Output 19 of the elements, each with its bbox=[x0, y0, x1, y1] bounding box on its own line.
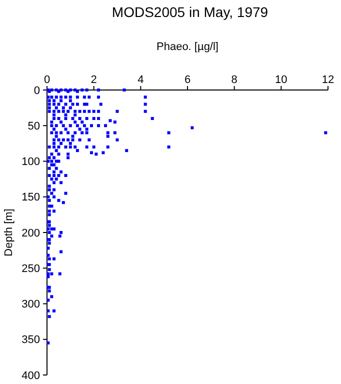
x-tick-label: 6 bbox=[184, 74, 191, 86]
x-axis-title: Phaeo. [µg/l] bbox=[156, 41, 218, 53]
y-tick-label: 150 bbox=[22, 192, 40, 204]
x-tick-label: 8 bbox=[231, 74, 238, 86]
x-tick-label: 12 bbox=[322, 74, 334, 86]
y-axis-title: Depth [m] bbox=[3, 208, 15, 256]
x-tick-label: 2 bbox=[90, 74, 97, 86]
y-tick-label: 350 bbox=[22, 334, 40, 346]
y-tick-label: 300 bbox=[22, 298, 40, 311]
y-tick-label: 250 bbox=[22, 262, 40, 275]
y-tick-label: 100 bbox=[22, 156, 40, 168]
y-tick-label: 400 bbox=[22, 370, 40, 382]
y-tick-label: 50 bbox=[28, 120, 40, 132]
y-tick-label: 0 bbox=[34, 84, 40, 97]
x-tick-label: 0 bbox=[44, 74, 50, 86]
y-tick-label: 200 bbox=[22, 227, 40, 240]
x-tick-label: 4 bbox=[138, 74, 144, 86]
chart-title: MODS2005 in May, 1979 bbox=[112, 4, 268, 20]
x-tick-label: 10 bbox=[275, 74, 288, 86]
